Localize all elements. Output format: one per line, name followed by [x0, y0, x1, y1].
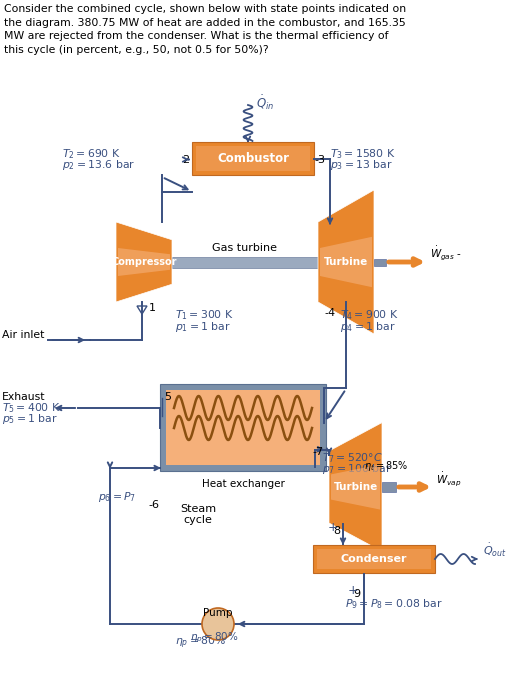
Text: $\dot{W}_{vap}$: $\dot{W}_{vap}$: [436, 470, 462, 488]
Text: 2: 2: [182, 155, 189, 165]
Text: Consider the combined cycle, shown below with state points indicated on
the diag: Consider the combined cycle, shown below…: [4, 4, 406, 55]
FancyBboxPatch shape: [172, 256, 318, 268]
Polygon shape: [329, 423, 382, 551]
FancyBboxPatch shape: [160, 384, 326, 471]
Text: Steam: Steam: [180, 504, 216, 514]
Text: +: +: [348, 584, 358, 597]
Text: Heat exchanger: Heat exchanger: [202, 479, 284, 489]
FancyBboxPatch shape: [317, 549, 431, 569]
Text: Exhaust: Exhaust: [2, 392, 45, 402]
Text: $p_6 = P_7$: $p_6 = P_7$: [98, 490, 136, 504]
Text: $p_7 = 100$ bar: $p_7 = 100$ bar: [322, 462, 392, 476]
Text: $\dot{Q}_{in}$: $\dot{Q}_{in}$: [256, 94, 275, 112]
FancyBboxPatch shape: [166, 390, 320, 465]
Text: Combustor: Combustor: [217, 152, 289, 165]
Text: Air inlet: Air inlet: [2, 330, 44, 340]
Text: $T_2 = 690$ K: $T_2 = 690$ K: [62, 147, 121, 161]
FancyBboxPatch shape: [192, 142, 314, 175]
Text: $p_2 = 13.6$ bar: $p_2 = 13.6$ bar: [62, 158, 135, 172]
FancyBboxPatch shape: [196, 146, 310, 171]
Text: -4: -4: [324, 308, 335, 318]
Text: 9: 9: [353, 589, 360, 599]
FancyBboxPatch shape: [374, 258, 386, 266]
Text: $T_4 = 900$ K: $T_4 = 900$ K: [340, 308, 399, 322]
Text: $p_5 = 1$ bar: $p_5 = 1$ bar: [2, 412, 58, 426]
Text: $T_7 = 520°C$: $T_7 = 520°C$: [322, 451, 383, 465]
Polygon shape: [116, 222, 172, 302]
Text: $p_1 = 1$ bar: $p_1 = 1$ bar: [175, 320, 231, 334]
Text: $\eta_p = 80\%$: $\eta_p = 80\%$: [190, 630, 239, 645]
Text: -7: -7: [312, 447, 323, 457]
Text: $P_9 = P_8 = 0.08$ bar: $P_9 = P_8 = 0.08$ bar: [345, 597, 443, 611]
Text: 8: 8: [333, 526, 340, 536]
Text: $\eta_p = 80\%$: $\eta_p = 80\%$: [175, 634, 226, 651]
Text: $\dot{W}_{gas}$ -: $\dot{W}_{gas}$ -: [430, 244, 462, 262]
Text: $T_1 = 300$ K: $T_1 = 300$ K: [175, 308, 234, 322]
Text: Compressor: Compressor: [111, 257, 177, 267]
Text: cycle: cycle: [183, 515, 213, 525]
FancyBboxPatch shape: [382, 482, 396, 492]
Text: -6: -6: [148, 500, 159, 510]
Text: Condenser: Condenser: [341, 554, 407, 564]
Text: Turbine: Turbine: [334, 482, 378, 492]
Text: $T_5 = 400$ K: $T_5 = 400$ K: [2, 401, 61, 415]
Polygon shape: [331, 464, 380, 510]
Polygon shape: [118, 248, 170, 276]
FancyBboxPatch shape: [313, 545, 435, 573]
Text: $p_4 = 1$ bar: $p_4 = 1$ bar: [340, 320, 396, 334]
Circle shape: [202, 608, 234, 640]
Text: +: +: [328, 521, 339, 534]
Polygon shape: [318, 190, 374, 334]
Text: -3: -3: [314, 155, 325, 165]
Text: $T_3 = 1580$ K: $T_3 = 1580$ K: [330, 147, 395, 161]
Text: Pump: Pump: [203, 608, 233, 618]
Text: Gas turbine: Gas turbine: [213, 242, 278, 253]
Text: $\eta_t = 85\%$: $\eta_t = 85\%$: [364, 459, 408, 473]
Text: $\dot{Q}_{out}$: $\dot{Q}_{out}$: [483, 542, 507, 559]
Text: 1: 1: [149, 303, 156, 313]
Text: $p_3 = 13$ bar: $p_3 = 13$ bar: [330, 158, 393, 172]
Polygon shape: [320, 237, 372, 287]
Text: Turbine: Turbine: [324, 257, 368, 267]
Text: 5: 5: [164, 392, 171, 402]
